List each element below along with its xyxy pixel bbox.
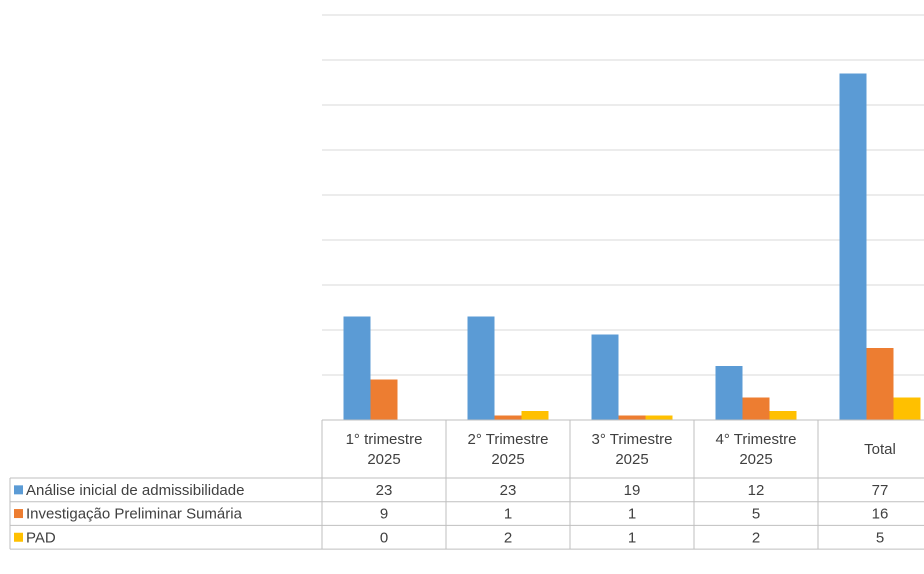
bar: [521, 411, 549, 420]
bar: [494, 415, 522, 420]
bar: [893, 397, 921, 420]
data-value: 2: [504, 529, 512, 546]
bar: [591, 334, 619, 420]
legend-key: [14, 532, 23, 542]
data-value: 23: [376, 482, 393, 499]
data-value: 5: [876, 529, 884, 546]
data-value: 1: [628, 506, 636, 523]
data-value: 1: [504, 506, 512, 523]
bar: [839, 73, 867, 420]
category-label: 2025: [367, 451, 400, 468]
bar: [742, 397, 770, 420]
category-label: 3° Trimestre: [591, 431, 672, 448]
gridlines: [322, 14, 924, 376]
series-name: Análise inicial de admissibilidade: [26, 482, 244, 499]
bar: [467, 316, 495, 420]
data-value: 2: [752, 529, 760, 546]
data-value: 5: [752, 506, 760, 523]
bar: [618, 415, 646, 420]
category-label: 2025: [615, 451, 648, 468]
data-table-lines: [9, 419, 924, 550]
category-label: 2° Trimestre: [467, 431, 548, 448]
bar: [769, 411, 797, 420]
series-name: Investigação Preliminar Sumária: [26, 506, 243, 523]
data-value: 16: [872, 506, 889, 523]
series-name: PAD: [26, 529, 56, 546]
legend-key: [14, 485, 23, 495]
bar: [866, 348, 894, 420]
data-value: 12: [748, 482, 765, 499]
legend-key: [14, 509, 23, 519]
data-value: 1: [628, 529, 636, 546]
data-value: 23: [500, 482, 517, 499]
bar: [343, 316, 371, 420]
category-label: 1° trimestre: [346, 431, 423, 448]
bars: [343, 73, 921, 420]
bar: [370, 379, 398, 420]
category-label: 2025: [739, 451, 772, 468]
data-value: 9: [380, 506, 388, 523]
bar: [715, 366, 743, 420]
data-value: 0: [380, 529, 388, 546]
data-value: 77: [872, 482, 889, 499]
category-label: 4° Trimestre: [715, 431, 796, 448]
category-label: Total: [864, 441, 896, 458]
data-value: 19: [624, 482, 641, 499]
category-label: 2025: [491, 451, 524, 468]
bar: [645, 415, 673, 420]
